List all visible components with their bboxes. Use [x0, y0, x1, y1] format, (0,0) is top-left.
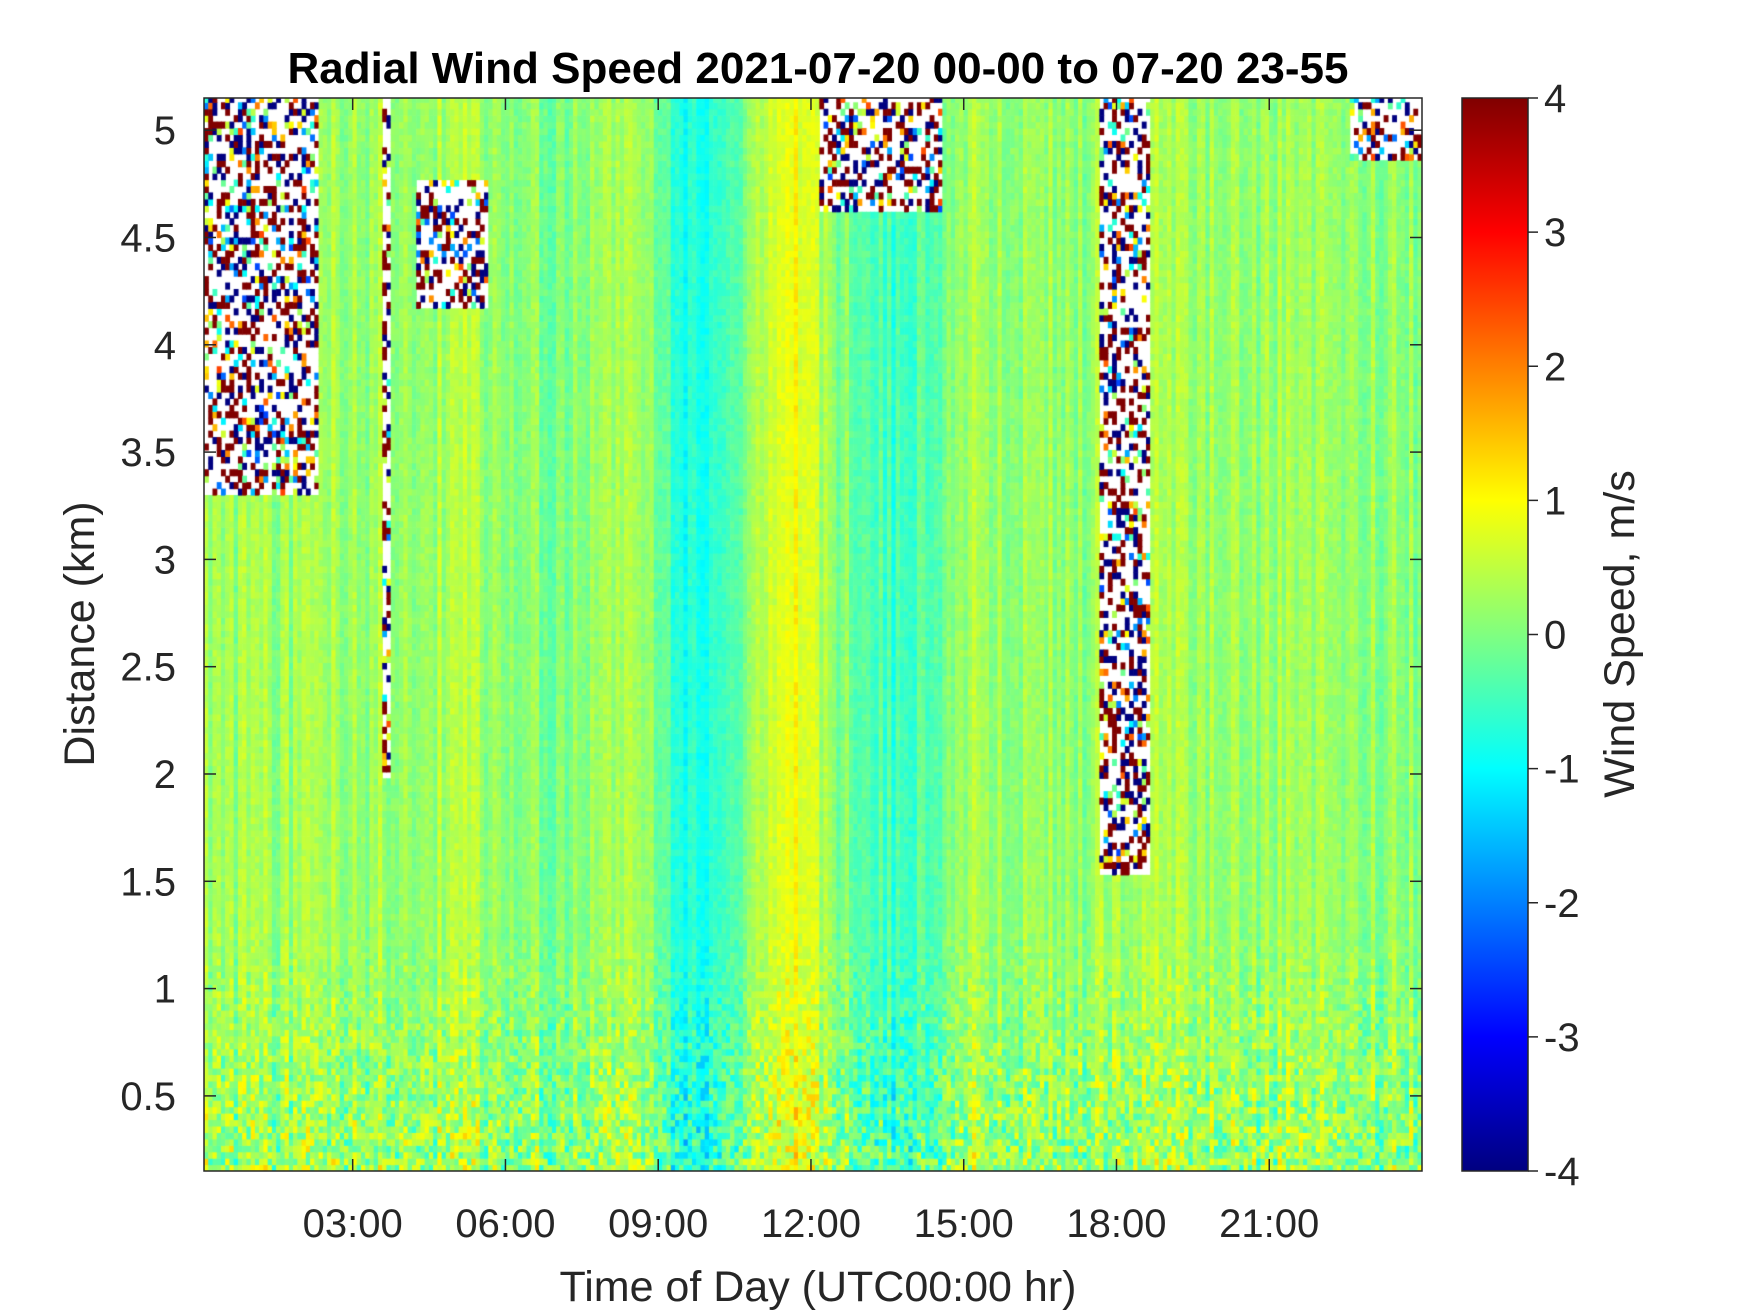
- colorbar-tick-label: 1: [1544, 479, 1566, 523]
- y-tick-label: 4: [154, 324, 176, 368]
- colorbar-scale: [1461, 97, 1529, 1172]
- y-tick-label: 1.5: [120, 860, 176, 904]
- colorbar-tick-label: -3: [1544, 1016, 1580, 1060]
- y-axis: 0.5 1 1.5 2 2.5 3 3.5 4 4.5 5: [120, 109, 1422, 1119]
- colorbar-tick-label: -1: [1544, 748, 1580, 792]
- colorbar: -4 -3 -2 -1 0 1 2 3 4: [1461, 77, 1580, 1194]
- y-tick-label: 1: [154, 968, 176, 1012]
- x-tick-label: 03:00: [303, 1202, 403, 1246]
- y-tick-label: 5: [154, 109, 176, 153]
- y-tick-label: 4.5: [120, 216, 176, 260]
- colorbar-tick-label: -2: [1544, 882, 1580, 926]
- colorbar-tick-label: 4: [1544, 77, 1566, 121]
- x-tick-label: 12:00: [761, 1202, 861, 1246]
- x-axis-title: Time of Day (UTC00:00 hr): [560, 1263, 1077, 1311]
- chart-title: Radial Wind Speed 2021-07-20 00-00 to 07…: [288, 44, 1349, 93]
- y-tick-label: 3.5: [120, 431, 176, 475]
- colorbar-tick-label: 3: [1544, 211, 1566, 255]
- plot-area: [203, 97, 1423, 1172]
- x-axis: 03:00 06:00 09:00 12:00 15:00 18:00 21:00: [303, 98, 1319, 1246]
- colorbar-tick-label: 0: [1544, 614, 1566, 658]
- x-tick-label: 06:00: [455, 1202, 555, 1246]
- x-tick-label: 09:00: [608, 1202, 708, 1246]
- colorbar-title: Wind Speed, m/s: [1596, 470, 1644, 797]
- colorbar-tick-label: 2: [1544, 345, 1566, 389]
- heatmap-cells: [204, 98, 1422, 1171]
- x-tick-label: 18:00: [1066, 1202, 1166, 1246]
- y-tick-label: 2: [154, 753, 176, 797]
- x-tick-label: 15:00: [914, 1202, 1014, 1246]
- y-axis-title: Distance (km): [56, 501, 104, 766]
- y-tick-label: 3: [154, 538, 176, 582]
- colorbar-tick-label: -4: [1544, 1150, 1580, 1194]
- x-tick-label: 21:00: [1219, 1202, 1319, 1246]
- plot-frame: [203, 97, 1423, 1172]
- y-tick-label: 0.5: [120, 1075, 176, 1119]
- y-tick-label: 2.5: [120, 646, 176, 690]
